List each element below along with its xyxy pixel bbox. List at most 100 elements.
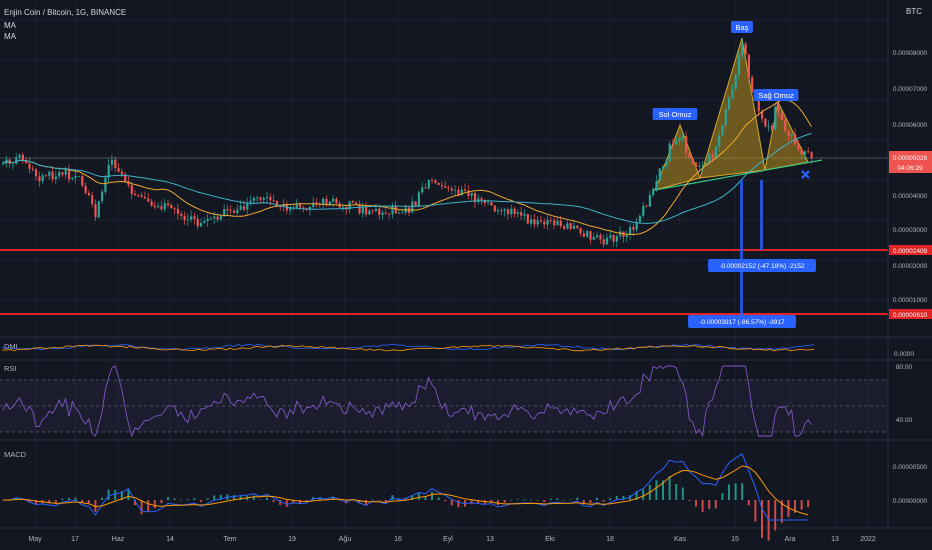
time-tick-label: Tem	[223, 536, 236, 543]
candle-body	[701, 165, 704, 167]
candle-body	[97, 200, 100, 218]
candle-body	[457, 189, 460, 196]
candle-body	[322, 198, 325, 205]
macd-histogram-bar	[490, 500, 493, 503]
candle-body	[110, 159, 114, 165]
candle-body	[559, 220, 562, 227]
candle-body	[355, 202, 358, 205]
time-axis: May 17 Haz 14 Tem 19 Ağu 16 Eyl 13 Eki 18 Kas 15 Ara 13…	[28, 536, 876, 543]
candle-body	[665, 161, 668, 167]
candle-body	[757, 95, 760, 112]
candle-body	[414, 201, 417, 207]
candle-body	[427, 180, 430, 189]
candle-body	[160, 206, 163, 210]
macd-histogram-bar	[477, 500, 480, 505]
candle-body	[800, 149, 803, 155]
macd-histogram-bar	[259, 499, 262, 501]
macd-histogram-bar	[134, 500, 136, 506]
candle-body	[226, 209, 229, 211]
candle-body	[130, 184, 133, 194]
candle-body	[576, 225, 579, 228]
macd-histogram-bar	[384, 500, 387, 503]
ma-indicator-label-2[interactable]: MA	[4, 32, 16, 41]
candle-body	[450, 188, 453, 191]
candle-body	[678, 137, 681, 141]
candle-body	[787, 131, 790, 136]
macd-histogram-bar	[543, 500, 546, 503]
candle-body	[556, 220, 559, 226]
macd-histogram-bar	[266, 497, 268, 500]
candle-body	[658, 168, 661, 182]
pattern-label-box	[731, 21, 753, 33]
time-tick-label: 13	[831, 536, 839, 543]
candle-body	[523, 214, 526, 216]
candle-body	[721, 125, 724, 136]
candle-body	[652, 188, 655, 196]
macd-histogram-bar	[299, 500, 301, 504]
candle-body	[299, 204, 302, 208]
candle-body	[15, 157, 18, 164]
macd-title: MACD	[4, 450, 27, 459]
macd-histogram-bar	[530, 499, 532, 501]
candle-body	[454, 189, 457, 191]
countdown-label: 04:06:29	[897, 165, 923, 172]
candle-body	[328, 201, 331, 205]
moving-averages	[2, 99, 812, 236]
candle-body	[718, 135, 721, 147]
candle-body	[374, 208, 378, 212]
time-tick-label: May	[28, 536, 42, 543]
candle-body	[586, 231, 589, 237]
candle-body	[64, 168, 67, 175]
candle-body	[242, 206, 246, 210]
price-tick-label: 0.00003000	[893, 227, 928, 234]
macd-histogram-bar	[378, 500, 381, 501]
candle-body	[31, 168, 34, 170]
ma-indicator-label-1[interactable]: MA	[4, 21, 16, 30]
candle-body	[229, 210, 232, 212]
candle-body	[219, 216, 222, 220]
candle-body	[490, 202, 493, 206]
pattern-label: Baş	[736, 23, 749, 32]
candle-body	[460, 189, 463, 196]
candle-body	[569, 223, 572, 229]
time-tick-label: 17	[71, 536, 79, 543]
candle-body	[500, 210, 503, 212]
candle-body	[675, 140, 678, 145]
last-price-label: 0.00005026	[893, 155, 928, 162]
candle-body	[236, 209, 239, 214]
candle-body	[563, 226, 566, 229]
macd-histogram-bar	[655, 480, 658, 500]
candle-body	[711, 154, 714, 159]
candle-body	[114, 159, 117, 169]
candle-body	[543, 221, 546, 225]
head-shape	[699, 37, 766, 179]
candle-body	[140, 195, 143, 197]
candle-body	[810, 152, 813, 159]
candle-body	[487, 202, 490, 203]
macd-histogram-bar	[576, 497, 579, 500]
price-tick-label: 0.00004000	[893, 193, 928, 200]
candle-body	[493, 205, 496, 212]
candle-body	[638, 215, 642, 223]
candle-body	[747, 54, 750, 78]
candle-body	[180, 213, 183, 216]
candle-body	[609, 234, 612, 238]
price-tick-label: 0.00007000	[893, 86, 928, 93]
candle-body	[688, 152, 691, 159]
macd-histogram-bar	[61, 498, 64, 500]
time-tick-label: Ağu	[339, 536, 352, 543]
candle-body	[480, 198, 483, 200]
candle-body	[2, 163, 5, 165]
measurement-box	[708, 259, 816, 272]
candle-body	[807, 151, 810, 153]
candle-body	[8, 159, 11, 164]
candle-body	[272, 200, 275, 202]
measure-bar-long	[740, 180, 743, 315]
candle-body	[708, 154, 711, 163]
candle-body	[190, 216, 193, 220]
macd-histogram-bar	[28, 500, 31, 503]
macd-histogram-bar	[800, 500, 803, 510]
candle-body	[203, 220, 206, 224]
